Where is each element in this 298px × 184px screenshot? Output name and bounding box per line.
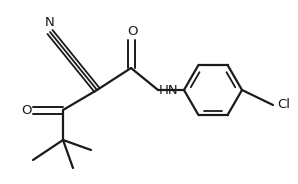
Text: HN: HN	[159, 84, 179, 98]
Text: O: O	[21, 103, 32, 116]
Text: Cl: Cl	[277, 98, 290, 112]
Text: N: N	[45, 16, 55, 29]
Text: O: O	[128, 25, 138, 38]
